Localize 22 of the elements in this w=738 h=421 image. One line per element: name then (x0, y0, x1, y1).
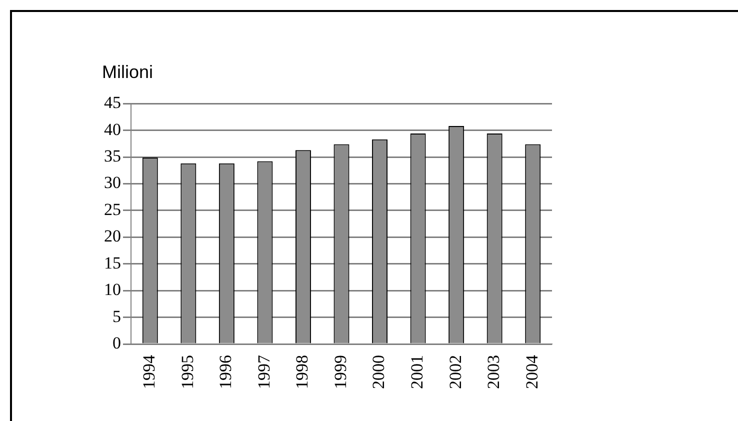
y-tick-label: 0 (112, 333, 121, 352)
y-tick-label: 35 (104, 146, 121, 166)
x-tick-label: 2001 (408, 355, 427, 389)
x-tick-label: 1996 (216, 355, 236, 389)
y-tick-label: 40 (104, 120, 121, 139)
y-tick-label: 5 (112, 306, 121, 326)
x-tick-label: 1999 (330, 355, 350, 389)
x-tick-label: 1997 (254, 354, 274, 389)
x-tick-label: 1998 (292, 355, 312, 389)
x-tick-label: 2003 (484, 355, 504, 389)
y-tick-label: 15 (104, 253, 121, 272)
chart-title: Milioni (102, 62, 154, 82)
y-tick-label: 45 (104, 93, 121, 112)
x-tick-label: 1994 (140, 354, 159, 389)
x-tick-label: 1995 (178, 355, 197, 389)
y-tick-label: 30 (104, 173, 121, 192)
x-tick-label: 2004 (522, 354, 542, 389)
y-tick-label: 25 (104, 200, 121, 219)
x-tick-label: 2000 (369, 355, 388, 389)
x-tick-label: 2002 (446, 355, 465, 389)
y-tick-label: 10 (104, 280, 121, 300)
y-tick-label: 20 (104, 226, 121, 246)
